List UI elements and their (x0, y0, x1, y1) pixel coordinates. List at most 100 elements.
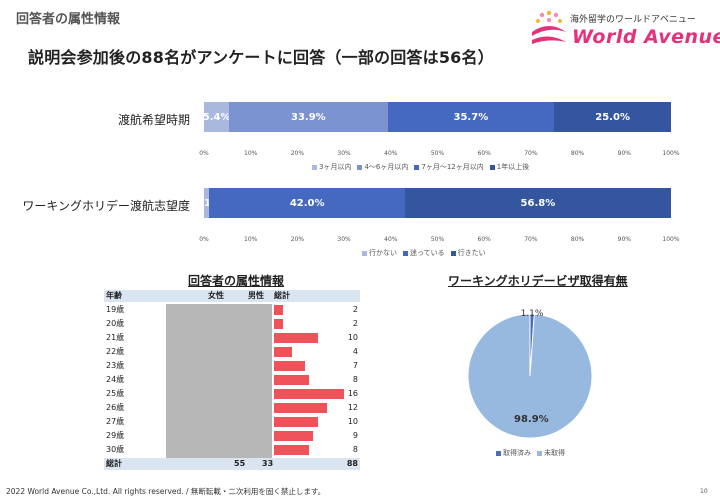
table-row: 21歳 10 (104, 332, 360, 344)
legend: 3ヶ月以内 4〜6ヶ月以内 7ヶ月〜12ヶ月以内 1年以上後 (312, 162, 529, 172)
page-number: 10 (700, 488, 708, 495)
data-label: 33.9% (291, 111, 326, 123)
legend-swatch (450, 250, 456, 256)
total-bar (274, 403, 327, 413)
category-label: ワーキングホリデー渡航志望度 (22, 199, 190, 213)
total-bar (274, 417, 318, 427)
header-age: 年齢 (106, 291, 122, 300)
legend-swatch (312, 164, 317, 170)
table-row: 30歳 8 (104, 444, 360, 456)
legend-text: 1年以上後 (496, 163, 530, 171)
tick-label: 0% (199, 150, 209, 157)
section-label: 回答者の属性情報 (16, 12, 121, 27)
table-row: 27歳 10 (104, 416, 360, 428)
legend-swatch (403, 250, 408, 256)
attr-table-title: 回答者の属性情報 (188, 274, 285, 288)
row-age: 29歳 (106, 431, 125, 440)
row-total: 4 (352, 347, 358, 356)
row-age: 19歳 (106, 305, 125, 314)
legend-item: 未取得 (537, 448, 565, 458)
bar-segment: 33.9% (229, 102, 388, 132)
stacked-bar: 1.1%42.0%56.8% (204, 188, 671, 218)
data-label: 35.7% (453, 111, 489, 123)
tick-label: 40% (384, 236, 398, 243)
data-label: 56.8% (520, 197, 556, 209)
table-row: 29歳 9 (104, 430, 360, 442)
tick-label: 80% (570, 236, 585, 243)
tick-label: 40% (384, 150, 398, 157)
footer-total: 88 (346, 459, 358, 468)
legend-text: 行かない (369, 249, 397, 257)
data-label: 5.4% (204, 111, 230, 123)
row-total: 2 (352, 305, 358, 314)
logo-wordmark: World Avenue (572, 26, 720, 48)
row-age: 25歳 (106, 389, 125, 398)
logo: 海外留学のワールドアベニュー World Avenue (528, 8, 720, 52)
header-male: 男性 (248, 291, 264, 300)
legend-swatch (357, 164, 363, 170)
tick-label: 50% (430, 150, 445, 157)
legend-swatch (489, 164, 495, 170)
row-total: 8 (352, 445, 358, 454)
tick-label: 60% (477, 236, 491, 243)
legend-swatch (362, 250, 367, 256)
bar-segment: 25.0% (554, 102, 671, 132)
row-age: 22歳 (106, 347, 125, 356)
slice-label: 98.9% (514, 414, 549, 425)
legend-item: 行きたい (450, 248, 486, 258)
row-total: 10 (347, 333, 358, 342)
total-bar (274, 347, 292, 357)
total-bar (274, 305, 283, 315)
tick-label: 20% (290, 150, 305, 157)
table-footer: 総計 55 33 88 (104, 458, 360, 470)
row-total: 7 (352, 361, 358, 370)
legend-item: 取得済み (496, 448, 531, 458)
total-bar (274, 361, 305, 371)
tick-label: 0% (199, 236, 209, 243)
tick-label: 30% (337, 150, 351, 157)
footer-label: 総計 (106, 459, 122, 468)
total-bar (274, 375, 309, 385)
row-age: 27歳 (106, 417, 125, 426)
row-age: 20歳 (106, 319, 125, 328)
legend-text: 取得済み (503, 449, 531, 457)
bar-segment: 42.0% (209, 188, 406, 218)
tick-label: 100% (662, 150, 680, 157)
tick-label: 30% (337, 236, 351, 243)
legend-text: 迷っている (410, 249, 445, 257)
category-label: 渡航希望時期 (117, 113, 190, 127)
table-row: 19歳 2 (104, 304, 360, 316)
row-total: 9 (352, 431, 358, 440)
row-age: 21歳 (106, 333, 125, 342)
row-age: 24歳 (106, 375, 125, 384)
table-row: 26歳 12 (104, 402, 360, 414)
tick-label: 70% (524, 150, 538, 157)
row-age: 26歳 (106, 403, 125, 412)
row-age: 30歳 (106, 445, 125, 454)
table-header: 年齢 女性 男性 総計 (104, 290, 360, 302)
tick-label: 80% (570, 150, 585, 157)
slice-label: 1.1% (521, 309, 544, 319)
tick-label: 10% (244, 236, 258, 243)
legend-item: 7ヶ月〜12ヶ月以内 (414, 162, 484, 172)
logo-tagline: 海外留学のワールドアベニュー (570, 15, 696, 25)
footer-female: 55 (234, 459, 246, 468)
legend-item: 行かない (362, 248, 397, 258)
legend-item: 1年以上後 (489, 162, 530, 172)
bar-segment: 35.7% (387, 102, 555, 132)
header-female: 女性 (208, 291, 224, 300)
row-total: 10 (347, 417, 358, 426)
page-title: 説明会参加後の88名がアンケートに回答（一部の回答は56名） (28, 48, 494, 67)
copyright: 2022 World Avenue Co.,Ltd. All rights re… (6, 487, 326, 496)
table-row: 22歳 4 (104, 346, 360, 358)
table-row: 25歳 16 (104, 388, 360, 400)
bar-segment: 5.4% (204, 102, 230, 132)
logo-mark-icon (532, 10, 566, 44)
total-bar (274, 389, 344, 399)
bar-segment: 56.8% (405, 188, 671, 218)
total-bar (274, 431, 314, 441)
legend-item: 4〜6ヶ月以内 (357, 162, 408, 172)
table-row: 24歳 8 (104, 374, 360, 386)
row-total: 16 (347, 389, 358, 398)
legend-text: 行きたい (457, 249, 486, 257)
